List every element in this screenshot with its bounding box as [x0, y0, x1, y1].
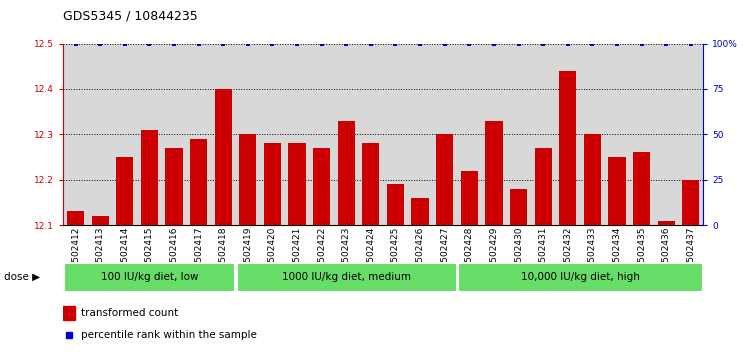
Bar — [658, 220, 675, 225]
Bar — [534, 148, 552, 225]
Bar — [584, 134, 601, 225]
Bar — [92, 216, 109, 225]
Bar — [264, 143, 281, 225]
Bar — [313, 148, 330, 225]
Bar — [609, 157, 626, 225]
Text: 1000 IU/kg diet, medium: 1000 IU/kg diet, medium — [282, 272, 411, 282]
Bar — [237, 263, 456, 291]
Bar — [411, 198, 429, 225]
Bar — [458, 263, 702, 291]
Bar — [116, 157, 133, 225]
Bar — [436, 134, 453, 225]
Bar — [510, 189, 527, 225]
Bar — [362, 143, 379, 225]
Text: transformed count: transformed count — [81, 307, 179, 318]
Bar — [338, 121, 355, 225]
Bar — [240, 134, 257, 225]
Bar — [141, 130, 158, 225]
Text: 10,000 IU/kg diet, high: 10,000 IU/kg diet, high — [521, 272, 640, 282]
Bar — [682, 180, 699, 225]
Text: percentile rank within the sample: percentile rank within the sample — [81, 330, 257, 340]
Bar — [289, 143, 306, 225]
Bar — [65, 263, 234, 291]
Bar — [67, 211, 84, 225]
Bar — [165, 148, 182, 225]
Bar — [214, 89, 232, 225]
Bar — [387, 184, 404, 225]
Bar — [633, 152, 650, 225]
Bar — [559, 71, 577, 225]
Text: GDS5345 / 10844235: GDS5345 / 10844235 — [63, 9, 198, 22]
Bar — [63, 306, 74, 319]
Text: dose ▶: dose ▶ — [4, 272, 40, 282]
Bar — [190, 139, 207, 225]
Bar — [461, 171, 478, 225]
Bar — [485, 121, 502, 225]
Text: 100 IU/kg diet, low: 100 IU/kg diet, low — [100, 272, 198, 282]
